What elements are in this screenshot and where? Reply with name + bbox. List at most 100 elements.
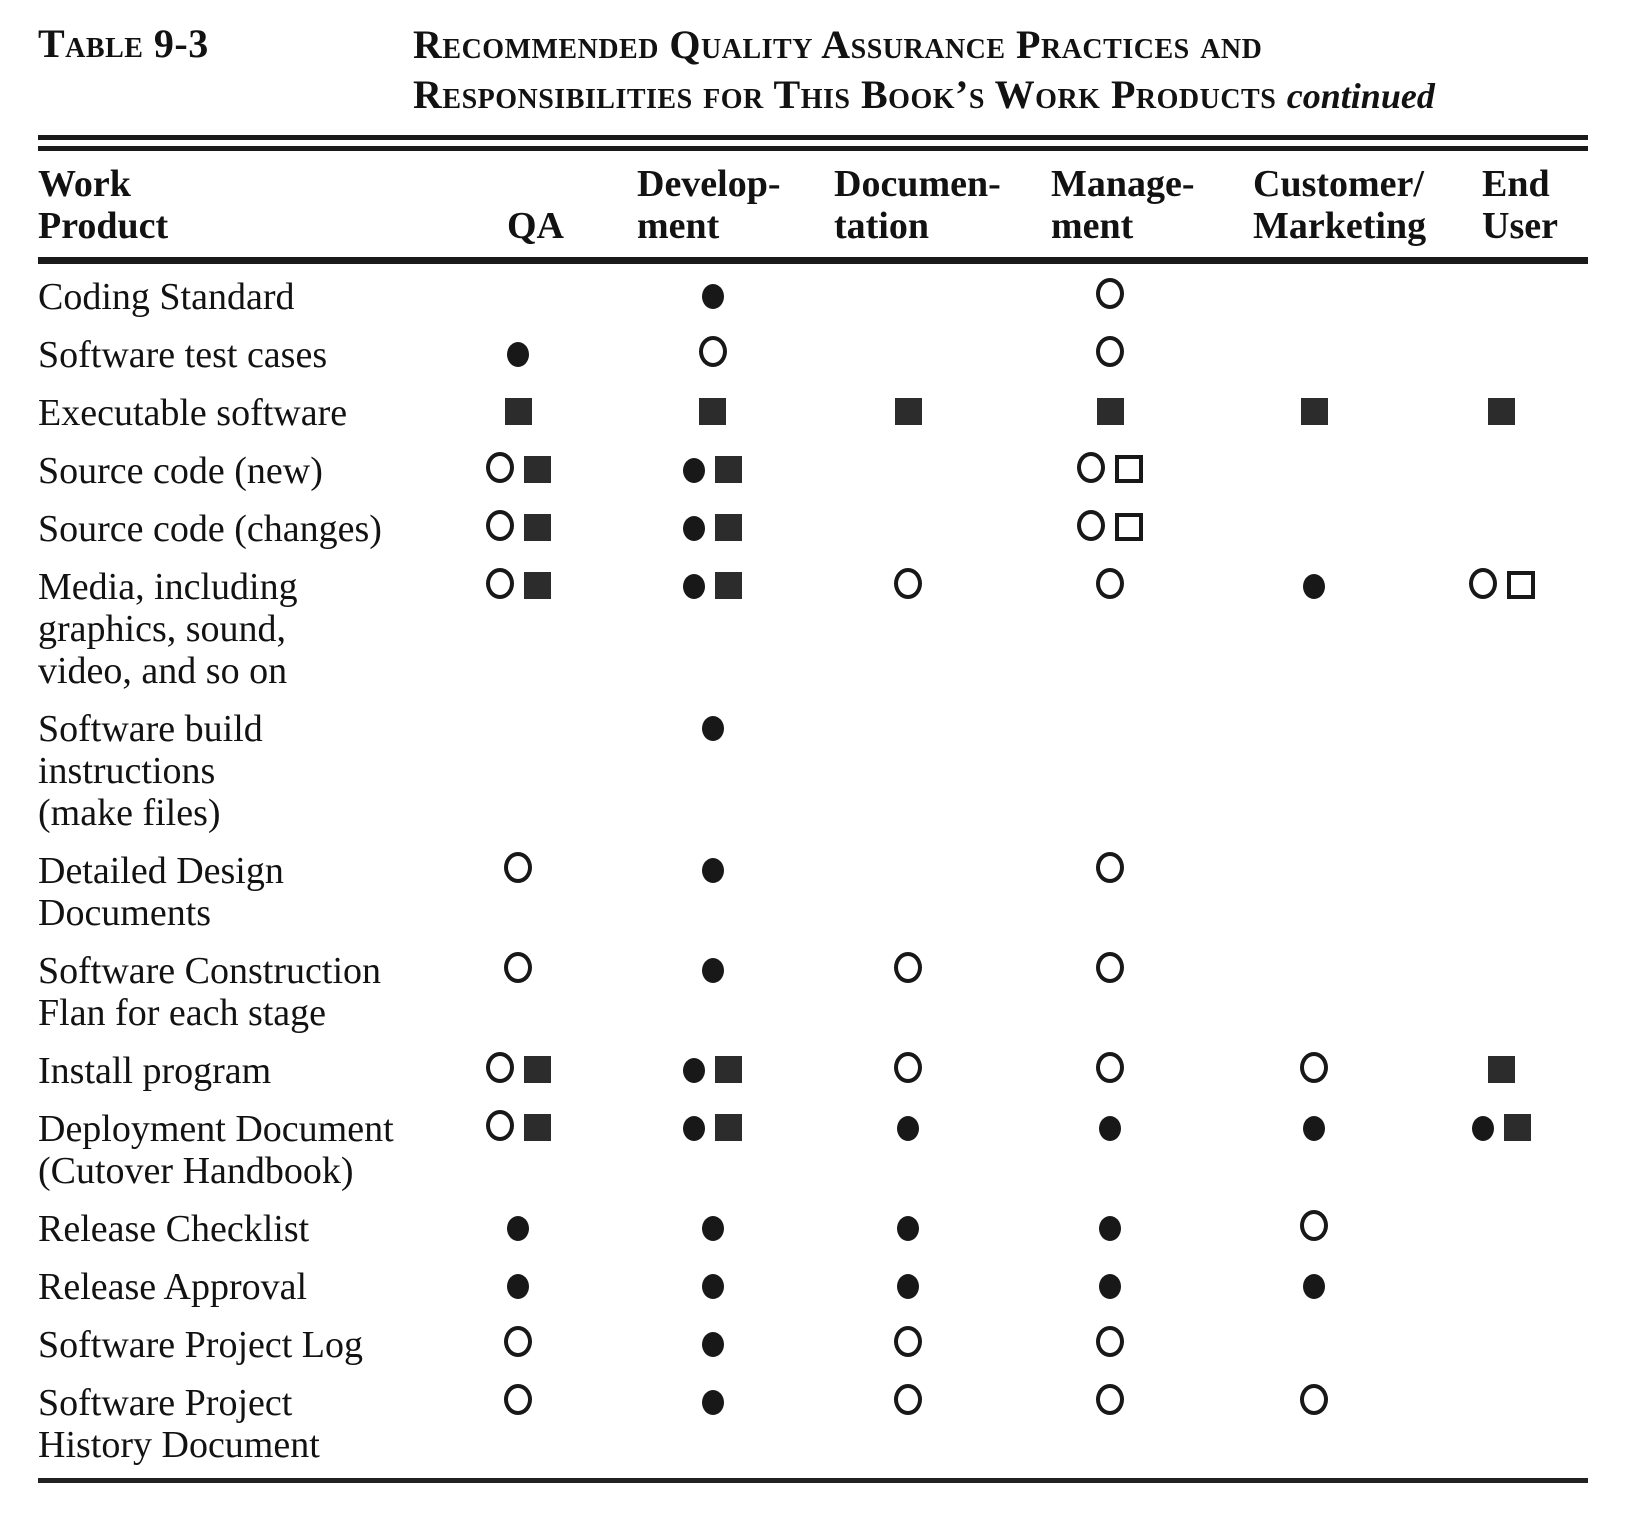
cell-documentation [809,700,1007,842]
filled-circle-icon [701,1274,724,1299]
table-row: Media, including graphics, sound, video, a… [38,558,1588,700]
work-product-name: Install program [38,1042,420,1100]
filled-circle-icon [701,1390,724,1415]
filled-circle-icon [683,1116,705,1141]
cell-end-user [1415,700,1588,842]
table-row: Detailed Design Documents [38,842,1588,942]
filled-circle-icon [897,1116,919,1141]
open-circle-icon [1096,568,1124,599]
work-product-line: (Cutover Handbook) [38,1150,354,1192]
cell-customer-marketing [1213,442,1415,500]
cell-customer-marketing [1213,842,1415,942]
table-number: Table 9-3 [38,21,209,66]
column-header-line: QA [507,205,564,247]
work-product-line: Software build [38,708,263,750]
table-title-line2: Responsibilities for This Book’s Work Pr… [413,70,1435,121]
cell-customer-marketing [1213,384,1415,442]
work-product-line: Software Project Log [38,1324,364,1366]
cell-development [616,500,809,558]
filled-circle-icon [1303,1274,1325,1299]
cell-qa [420,326,616,384]
cell-qa [420,1100,616,1200]
work-product-name: Media, including graphics, sound, video, a… [38,558,420,700]
column-header-line: Customer/ [1253,163,1424,205]
cell-end-user [1415,1100,1588,1200]
header-row: Work Product QA Develop-ment Documen-tation M… [38,151,1588,264]
work-product-line: Release Checklist [38,1208,310,1250]
cell-end-user [1415,261,1588,327]
filled-circle-icon [701,958,724,983]
cell-customer-marketing [1213,700,1415,842]
cell-management [1007,1200,1213,1258]
column-header-work-product: Work Product [38,151,420,264]
open-circle-icon [894,1052,922,1083]
work-product-line: Executable software [38,392,348,434]
filled-square-icon [715,1114,742,1141]
cell-end-user [1415,1374,1588,1474]
table-row: Source code (changes) [38,500,1588,558]
open-circle-icon [894,1384,922,1415]
open-circle-icon [894,952,922,983]
cell-management [1007,1258,1213,1316]
work-product-name: Source code (changes) [38,500,420,558]
work-product-name: Deployment Document (Cutover Handbook) [38,1100,420,1200]
cell-management [1007,1374,1213,1474]
cell-end-user [1415,1316,1588,1374]
cell-documentation [809,1200,1007,1258]
cell-documentation [809,1042,1007,1100]
filled-circle-icon [507,342,529,367]
work-product-line: Source code (new) [38,450,323,492]
filled-circle-icon [507,1216,529,1241]
filled-square-icon [894,398,922,425]
cell-qa [420,1042,616,1100]
work-product-line: Media, including [38,566,298,608]
filled-square-icon [1300,398,1328,425]
open-circle-icon [894,568,922,599]
column-header-documentation: Documen-tation [809,151,1007,264]
work-product-name: Release Checklist [38,1200,420,1258]
cell-management [1007,384,1213,442]
cell-development [616,1042,809,1100]
open-circle-icon [1096,952,1124,983]
open-circle-icon [1096,1384,1124,1415]
cell-documentation [809,384,1007,442]
bottom-rule [38,1478,1588,1483]
work-product-line: Documents [38,892,212,934]
open-circle-icon [698,336,727,367]
cell-qa [420,384,616,442]
filled-square-icon [523,572,551,599]
cell-development [616,842,809,942]
cell-end-user [1415,1258,1588,1316]
cell-qa [420,1200,616,1258]
filled-square-icon [523,514,551,541]
cell-documentation [809,326,1007,384]
open-circle-icon [1300,1384,1328,1415]
cell-management [1007,942,1213,1042]
cell-qa [420,1258,616,1316]
cell-customer-marketing [1213,1200,1415,1258]
column-header-line: User [1482,205,1558,247]
open-circle-icon [504,1384,532,1415]
filled-circle-icon [897,1274,919,1299]
cell-customer-marketing [1213,261,1415,327]
cell-development [616,558,809,700]
open-circle-icon [1300,1210,1328,1241]
column-header-line: tation [834,205,929,247]
work-product-line: video, and so on [38,650,288,692]
work-product-name: Software Project Log [38,1316,420,1374]
cell-end-user [1415,842,1588,942]
cell-documentation [809,842,1007,942]
table-row: Executable software [38,384,1588,442]
top-double-rule [38,135,1588,151]
open-circle-icon [485,510,514,541]
cell-qa [420,442,616,500]
filled-square-icon [1488,1056,1515,1083]
column-header-management: Manage-ment [1007,151,1213,264]
work-product-name: Coding Standard [38,261,420,327]
qa-practices-table: Work Product QA Develop-ment Documen-tation M… [38,151,1588,1474]
cell-development [616,1316,809,1374]
table-row: Install program [38,1042,1588,1100]
cell-management [1007,842,1213,942]
filled-circle-icon [683,516,705,541]
cell-management [1007,500,1213,558]
